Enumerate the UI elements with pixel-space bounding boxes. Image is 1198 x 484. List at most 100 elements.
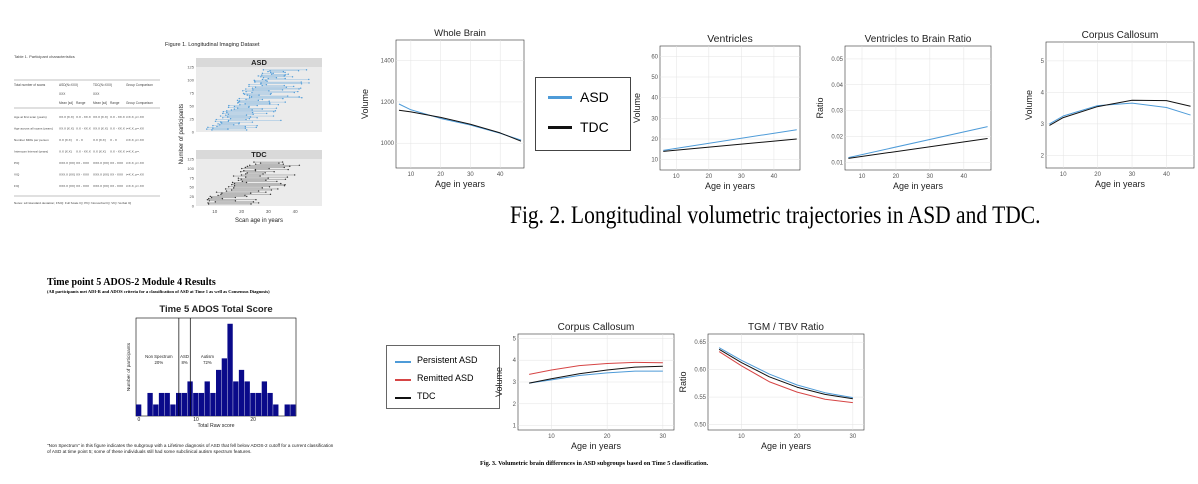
scan-point [270,73,273,75]
scan-point [268,186,271,188]
table-1: Table 1. Participant characteristics Tot… [14,54,160,205]
scan-point [245,114,248,116]
scan-point [226,111,228,114]
scan-point [244,127,247,129]
table-cell: t=X.X, p=.XX [126,138,144,142]
legend-swatch-tdc [548,126,572,129]
scan-point [289,165,291,168]
scan-point [274,110,277,112]
facet-strip [196,150,322,159]
series-line [529,370,663,384]
scan-point [248,105,250,108]
scan-point [262,173,264,175]
histogram-bar [221,358,228,416]
table-cell: XXX.X [XX] [93,184,109,188]
table-cell: X.X - XX.X [76,127,91,131]
x-tick-label: 30 [266,209,272,214]
scan-point [292,85,295,88]
scan-point [248,95,251,97]
table-colhead: Group Comparison [126,101,153,105]
table-cell: Interscan Interval (years) [14,150,48,154]
series-line [718,347,853,399]
scan-point [244,125,247,128]
legend-swatch-tdc-3 [395,397,411,399]
scan-point [207,202,209,204]
scan-point [268,100,270,102]
scan-point [268,90,270,92]
scan-point [242,92,245,95]
x-tick-label: 20 [705,174,712,180]
x-axis-label: Age in years [435,179,486,189]
y-tick-label: 50 [651,75,658,81]
series-line [1049,102,1191,125]
scan-point [256,104,258,107]
scan-point [286,176,289,178]
chart-title: Corpus Callosum [558,322,635,333]
scan-point [243,93,246,95]
table-cell: Age at first scan (years) [14,115,47,119]
scan-point [268,102,271,104]
chart-title: Time 5 ADOS Total Score [159,304,272,315]
scan-point [245,176,247,178]
y-axis-label: Volume [1024,90,1034,120]
scan-point [246,165,249,168]
scan-point [207,203,210,205]
scan-point [221,122,223,124]
scan-point [237,179,240,182]
y-tick-label: 0.65 [694,340,706,346]
chart-title: Ventricles to Brain Ratio [865,34,972,45]
legend-swatch-persistent-asd [395,361,411,363]
table-cell: XX - XXX [76,173,89,177]
scan-point [280,182,282,185]
histogram-bar [244,381,250,416]
scan-point [267,70,269,73]
table-cell: t=X.X, p=.XX [126,173,144,177]
y-axis-label: Number of participants [126,342,132,391]
scan-point [250,192,252,194]
scan-point [233,124,235,126]
series-line [663,138,797,152]
scan-point [237,101,240,103]
scan-point [287,73,289,75]
x-axis-label: Age in years [571,441,622,451]
table-cell: X.X - XX.X [110,115,125,119]
scan-point [245,181,248,184]
series-line [529,361,663,375]
facet-strip [196,58,322,67]
scan-point [246,172,248,174]
scan-point [241,180,244,183]
table-header: Total number of scans [14,83,46,87]
scan-point [283,75,285,77]
table-cell: X.X [X.X] [59,150,72,154]
facet-label: TDC [251,150,267,159]
scan-point [291,76,294,78]
scan-point [233,105,236,108]
scan-point [219,124,221,126]
table-cell: XXX.X [XX] [59,173,75,177]
scan-point [229,117,232,120]
x-tick-label: 40 [293,209,299,214]
scan-point [250,203,252,205]
classification-label: Non Spectrum [145,354,173,359]
scan-point [208,197,210,200]
table-header: TDC(N=XXX) [93,83,112,87]
table-cell: X - X [76,138,83,142]
scan-point [246,129,248,131]
x-tick-label: 40 [1163,172,1170,178]
scan-point [276,180,278,183]
scan-point [251,91,253,94]
scan-point [225,114,227,116]
scan-point [287,95,289,97]
y-tick-label: 0.05 [831,57,843,63]
scan-point [257,75,259,77]
classification-label: ASD [180,354,189,359]
scan-point [240,178,242,180]
figure-3-caption: Fig. 3. Volumetric brain differences in … [480,460,709,467]
y-tick-label: 20 [651,137,658,143]
x-tick-label: 20 [250,417,256,423]
table-cell: X.X [X.X] [59,138,72,142]
histogram-bar [147,392,153,416]
series-line [718,351,853,404]
histogram-bar [170,404,176,416]
scan-point [269,71,272,74]
